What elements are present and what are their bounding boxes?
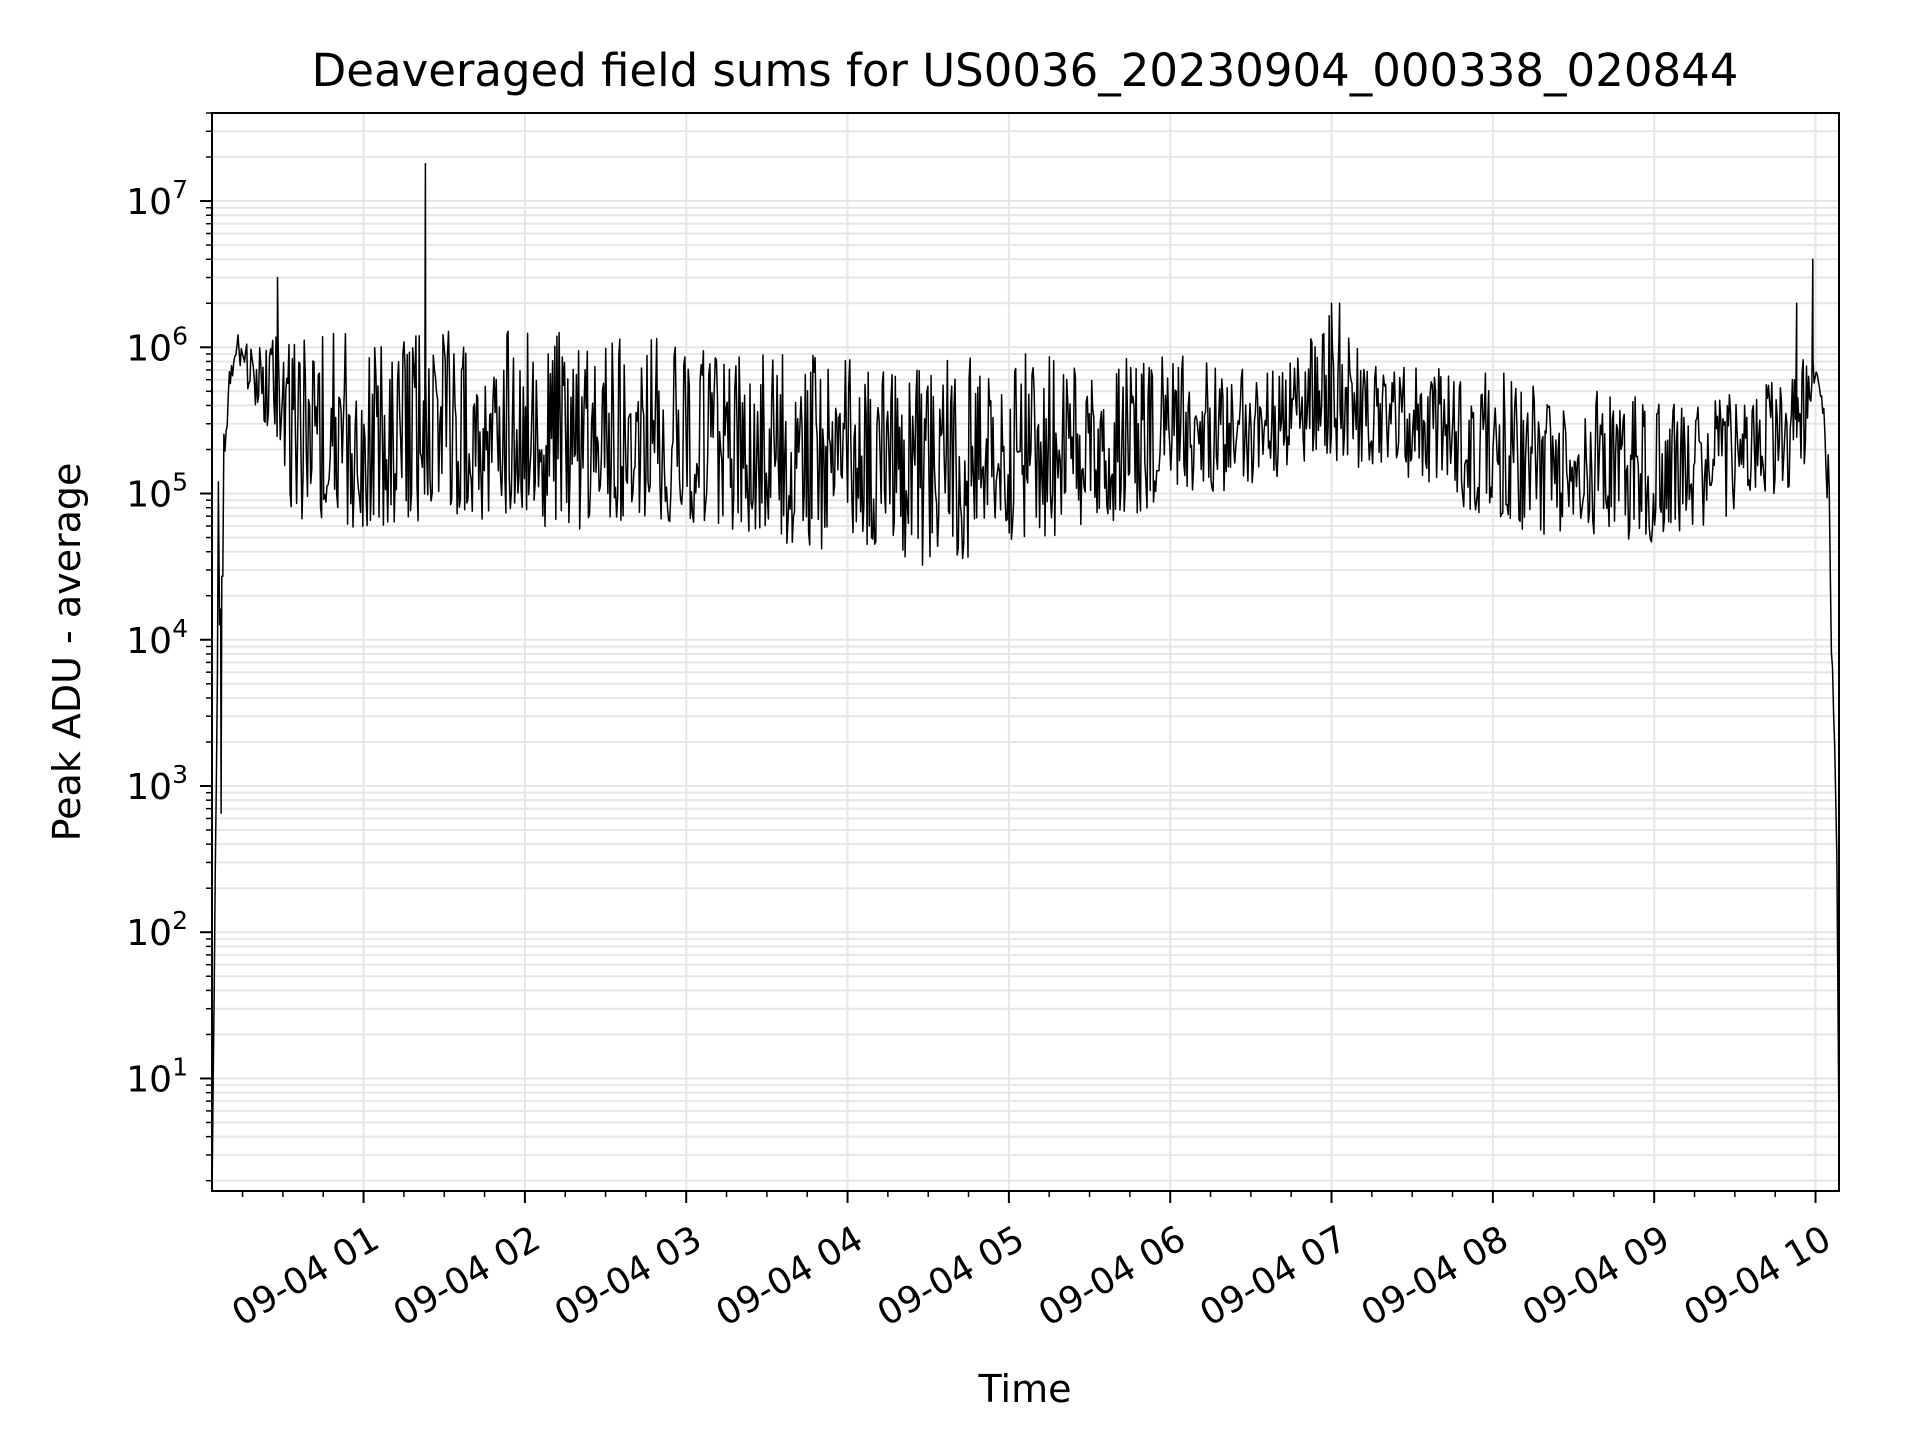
x-axis-ticks: 09-04 01 09-04 02 09-04 03 09-04 04 09-04 05… <box>225 1191 1838 1335</box>
y-axis-label: Peak ADU - average <box>45 463 89 842</box>
y-tick-label: 106 <box>126 321 188 369</box>
major-grid <box>212 113 1839 1191</box>
y-tick-exponent: 1 <box>172 1052 188 1081</box>
x-tick-label: 09-04 08 <box>1355 1218 1516 1334</box>
y-tick-exponent: 4 <box>172 614 188 643</box>
x-tick-label: 09-04 06 <box>1032 1218 1193 1334</box>
x-tick-label: 09-04 04 <box>709 1218 870 1334</box>
y-tick-base: 10 <box>126 767 172 808</box>
series-layer <box>212 162 1839 1191</box>
y-tick-label: 105 <box>126 468 188 516</box>
y-tick-base: 10 <box>126 913 172 954</box>
x-tick-label: 09-04 03 <box>548 1218 709 1334</box>
plot-background <box>212 113 1839 1191</box>
x-axis-label: Time <box>978 1367 1072 1411</box>
y-tick-base: 10 <box>126 182 172 223</box>
y-tick-label: 101 <box>126 1052 188 1100</box>
x-tick-label: 09-04 09 <box>1516 1218 1677 1334</box>
y-tick-exponent: 5 <box>172 468 188 497</box>
y-tick-exponent: 2 <box>172 906 188 935</box>
y-tick-base: 10 <box>126 621 172 662</box>
x-tick-label: 09-04 01 <box>225 1218 386 1334</box>
x-tick-label: 09-04 02 <box>387 1218 548 1334</box>
y-tick-exponent: 6 <box>172 321 188 350</box>
y-tick-exponent: 3 <box>172 760 188 789</box>
x-tick-label: 09-04 07 <box>1193 1218 1354 1334</box>
y-tick-exponent: 7 <box>172 175 188 204</box>
y-tick-label: 102 <box>126 906 188 954</box>
minor-grid <box>212 112 1839 1182</box>
x-tick-label: 09-04 10 <box>1677 1218 1838 1334</box>
y-tick-label: 107 <box>126 175 188 223</box>
plot-frame <box>211 112 1840 1192</box>
y-tick-label: 104 <box>126 614 188 662</box>
y-tick-label: 103 <box>126 760 188 808</box>
y-tick-base: 10 <box>126 475 172 516</box>
y-tick-base: 10 <box>126 328 172 369</box>
chart-title: Deaveraged field sums for US0036_2023090… <box>312 44 1739 97</box>
series-line <box>212 162 1839 1191</box>
y-tick-base: 10 <box>126 1059 172 1100</box>
x-tick-label: 09-04 05 <box>871 1218 1032 1334</box>
